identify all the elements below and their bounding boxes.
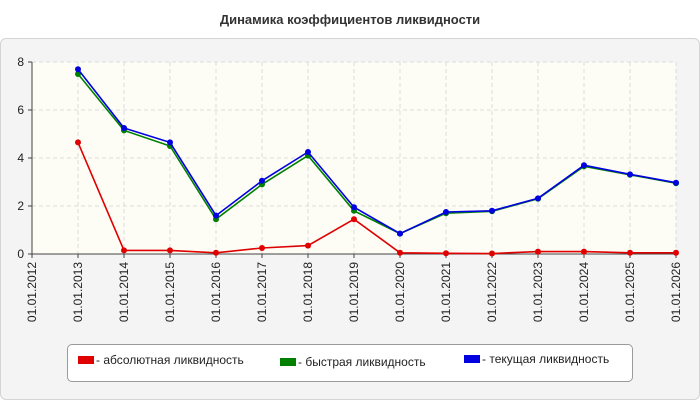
legend-swatch — [78, 356, 94, 364]
legend-swatch — [464, 355, 480, 363]
legend-label: - абсолютная ликвидность — [96, 353, 244, 367]
data-point-2 — [397, 230, 403, 237]
x-tick-label: 01.01.2012 — [25, 262, 39, 322]
chart-title: Динамика коэффициентов ликвидности — [219, 12, 481, 27]
data-point-0 — [581, 248, 587, 255]
data-point-0 — [167, 247, 173, 254]
y-tick-label: 8 — [17, 55, 24, 69]
x-tick-label: 01.01.2020 — [393, 262, 407, 322]
x-tick-label: 01.01.2018 — [301, 262, 315, 322]
x-tick-label: 01.01.2024 — [577, 262, 591, 322]
x-tick-label: 01.01.2025 — [623, 262, 637, 322]
chart-legend: - абсолютная ликвидность - быстрая ликвид… — [67, 344, 633, 382]
data-point-2 — [489, 207, 495, 214]
data-point-2 — [259, 177, 265, 184]
data-point-0 — [443, 250, 449, 257]
y-tick-label: 2 — [17, 199, 24, 213]
legend-item: - быстрая ликвидность — [280, 355, 426, 369]
data-point-2 — [121, 125, 127, 131]
data-point-0 — [213, 249, 219, 256]
data-point-0 — [75, 139, 81, 146]
y-tick-label: 0 — [17, 247, 24, 261]
data-point-0 — [121, 247, 127, 254]
series-line-2 — [77, 68, 677, 235]
data-point-2 — [305, 149, 311, 155]
data-point-2 — [75, 66, 81, 73]
series-line-1 — [77, 73, 677, 235]
x-tick-label: 01.01.2023 — [531, 262, 545, 322]
x-tick-label: 01.01.2026 — [669, 262, 683, 322]
data-point-2 — [627, 171, 633, 178]
x-tick-label: 01.01.2019 — [347, 262, 361, 322]
y-tick-label: 6 — [17, 103, 24, 117]
x-tick-label: 01.01.2016 — [209, 262, 223, 322]
data-point-1 — [75, 71, 81, 77]
x-tick-label: 01.01.2014 — [117, 262, 131, 322]
data-point-0 — [627, 249, 633, 256]
data-point-2 — [167, 139, 173, 146]
y-tick-label: 4 — [17, 151, 24, 165]
x-tick-label: 01.01.2013 — [71, 262, 85, 322]
x-tick-label: 01.01.2021 — [439, 262, 453, 322]
legend-item: - абсолютная ликвидность — [78, 353, 244, 367]
data-point-0 — [535, 248, 541, 255]
data-point-2 — [581, 162, 587, 169]
data-point-2 — [443, 209, 449, 215]
legend-label: - текущая ликвидность — [482, 352, 610, 366]
data-point-0 — [673, 249, 679, 256]
legend-item: - текущая ликвидность — [464, 352, 609, 366]
data-point-2 — [351, 204, 357, 211]
data-point-2 — [213, 212, 219, 219]
x-tick-label: 01.01.2015 — [163, 262, 177, 322]
legend-label: - быстрая ликвидность — [298, 355, 426, 369]
data-point-0 — [259, 245, 265, 251]
x-tick-label: 01.01.2022 — [485, 262, 499, 322]
data-point-2 — [673, 179, 679, 186]
data-point-0 — [351, 216, 357, 223]
data-point-0 — [489, 250, 495, 257]
series-line-0 — [77, 142, 676, 255]
legend-swatch — [280, 358, 296, 366]
x-tick-label: 01.01.2017 — [255, 262, 269, 322]
data-point-2 — [535, 195, 541, 202]
data-point-0 — [397, 249, 403, 256]
data-point-0 — [305, 242, 311, 249]
